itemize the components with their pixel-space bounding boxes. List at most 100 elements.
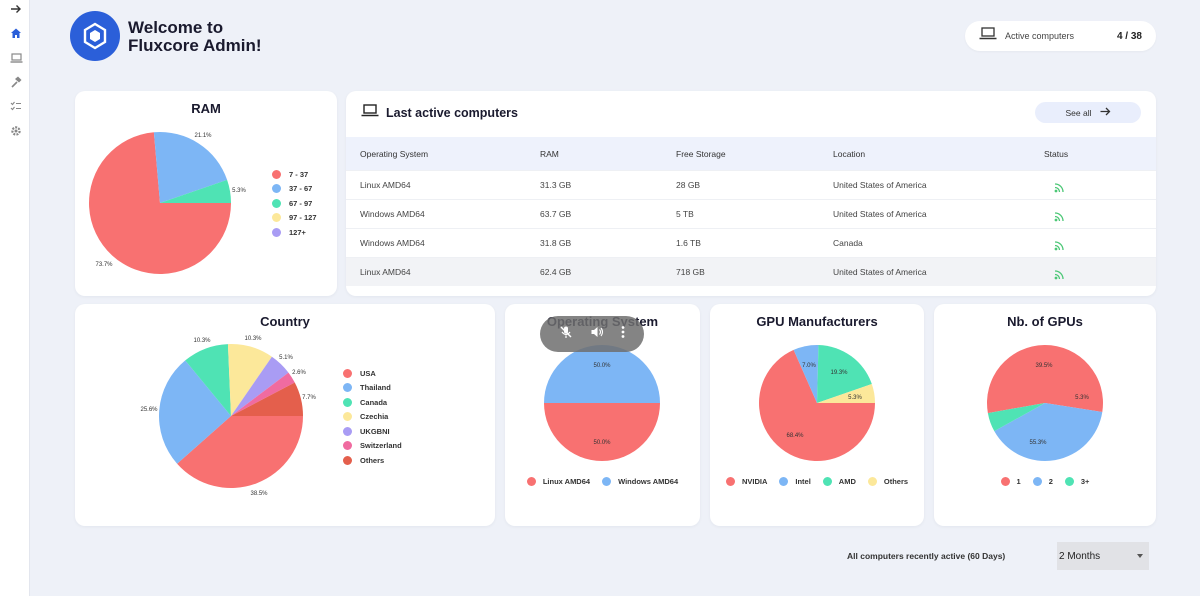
ngpu-card: Nb. of GPUs 55.3% 39.5% 5.3% 1 2 3+: [934, 304, 1156, 526]
status-online-icon: [1054, 238, 1065, 256]
cell-os: Linux AMD64: [360, 180, 411, 190]
last-active-computers-card: Last active computers See all Operating …: [346, 91, 1156, 296]
pie-slice-3-[interactable]: [987, 403, 1045, 432]
ngpu-legend: 1 2 3+: [934, 477, 1156, 486]
see-all-button[interactable]: See all: [1035, 102, 1141, 123]
country-title: Country: [260, 314, 310, 329]
pie-slice-windows-amd64[interactable]: [544, 345, 660, 403]
legend-item: Others: [867, 477, 908, 486]
legend-item: 127+: [272, 225, 317, 240]
column-header-status[interactable]: Status: [1044, 149, 1069, 159]
laptop-icon: [361, 104, 379, 122]
mic-off-icon[interactable]: [559, 325, 573, 344]
legend-item: 67 - 97: [272, 196, 317, 211]
pie-slice-thailand[interactable]: [159, 360, 231, 464]
status-online-icon: [1054, 267, 1065, 285]
cell-location: Canada: [833, 238, 863, 248]
slice-label: 21.1%: [194, 133, 212, 139]
cell-ram: 62.4 GB: [540, 267, 572, 277]
home-icon[interactable]: [9, 26, 23, 40]
gpu-legend: NVIDIA Intel AMD Others: [710, 477, 924, 486]
legend-label: AMD: [838, 477, 856, 486]
legend-dot: [602, 477, 612, 486]
legend-label: 2: [1048, 477, 1053, 486]
country-legend: USA Thailand Canada Czechia UKGBNI Switz…: [343, 366, 402, 468]
period-select[interactable]: 2 Months: [1057, 542, 1149, 570]
laptop-icon[interactable]: [9, 51, 23, 65]
legend-item: USA: [343, 366, 402, 381]
pie-slice-37-67[interactable]: [153, 132, 228, 203]
table-row[interactable]: Windows AMD64 63.7 GB 5 TB United States of…: [346, 199, 1156, 228]
pie-slice-linux-amd64[interactable]: [544, 403, 660, 461]
pie-slice-switzerland[interactable]: [231, 372, 295, 416]
slice-label: 5.3%: [232, 188, 246, 194]
laptop-icon: [979, 27, 997, 45]
more-vertical-icon[interactable]: [621, 325, 625, 344]
pie-slice-1[interactable]: [987, 345, 1103, 414]
checklist-icon[interactable]: [9, 99, 23, 113]
pie-slice-ukgbni[interactable]: [231, 356, 289, 416]
cell-storage: 28 GB: [676, 180, 701, 190]
pie-slice-canada[interactable]: [185, 344, 231, 416]
legend-item: Linux AMD64: [526, 477, 591, 486]
legend-dot: [526, 477, 536, 486]
pie-slice-nvidia[interactable]: [759, 349, 875, 461]
legend-label: Linux AMD64: [542, 477, 591, 486]
gpu-pie-chart: 68.4% 7.0% 19.3% 5.3%: [759, 345, 875, 461]
pie-slice-others[interactable]: [817, 384, 875, 403]
os-legend: Linux AMD64 Windows AMD64: [505, 477, 700, 486]
legend-dot: [272, 198, 281, 208]
legend-item: Intel: [779, 477, 811, 486]
column-header-ram[interactable]: RAM: [540, 149, 559, 159]
legend-label: NVIDIA: [741, 477, 768, 486]
hammer-icon[interactable]: [9, 75, 23, 89]
pie-slice-7-37[interactable]: [89, 132, 232, 275]
table-row[interactable]: Linux AMD64 62.4 GB 718 GB United States of…: [346, 257, 1156, 286]
pie-slice-usa[interactable]: [177, 416, 303, 488]
legend-label: 127+: [289, 227, 306, 237]
welcome-line-1: Welcome to: [128, 18, 224, 37]
table-row[interactable]: Windows AMD64 31.8 GB 1.6 TB Canada: [346, 228, 1156, 257]
legend-dot: [343, 426, 352, 436]
slice-label: 25.6%: [140, 407, 158, 413]
table-row[interactable]: Linux AMD64 31.3 GB 28 GB United States of …: [346, 170, 1156, 199]
legend-dot: [779, 477, 789, 486]
cell-ram: 31.8 GB: [540, 238, 572, 248]
pie-slice-others[interactable]: [231, 382, 303, 416]
slice-label: 5.1%: [279, 355, 293, 361]
cell-ram: 63.7 GB: [540, 209, 572, 219]
pie-slice-2[interactable]: [994, 403, 1103, 461]
speaker-icon[interactable]: [590, 325, 604, 344]
arrow-right-icon[interactable]: [9, 2, 23, 16]
country-card: Country 38.5% 25.6% 10.3% 10.3% 5.1% 2.6% 7.7%…: [75, 304, 495, 526]
pie-slice-67-97[interactable]: [160, 179, 231, 203]
legend-dot: [272, 184, 281, 194]
cell-os: Windows AMD64: [360, 238, 425, 248]
gear-icon[interactable]: [9, 124, 23, 138]
column-header-location[interactable]: Location: [833, 149, 866, 159]
legend-item: AMD: [822, 477, 856, 486]
slice-label: 55.3%: [1029, 440, 1047, 446]
legend-label: UKGBNI: [360, 426, 390, 436]
cell-os: Windows AMD64: [360, 209, 425, 219]
legend-item: 7 - 37: [272, 167, 317, 182]
cell-storage: 718 GB: [676, 267, 705, 277]
gpu-card: GPU Manufacturers 68.4% 7.0% 19.3% 5.3% NVI…: [710, 304, 924, 526]
cell-location: United States of America: [833, 267, 927, 277]
column-header-storage[interactable]: Free Storage: [676, 149, 726, 159]
slice-label: 7.0%: [802, 363, 816, 369]
table-header: Operating System RAM Free Storage Locati…: [346, 137, 1156, 170]
legend-item: 37 - 67: [272, 182, 317, 197]
pie-slice-amd[interactable]: [817, 345, 872, 403]
legend-item: Canada: [343, 395, 402, 410]
column-header-os[interactable]: Operating System: [360, 149, 429, 159]
active-computers-label: Active computers: [1005, 31, 1075, 41]
slice-label: 68.4%: [786, 433, 804, 439]
legend-item: NVIDIA: [725, 477, 768, 486]
pie-slice-intel[interactable]: [793, 345, 819, 403]
country-pie-chart: 38.5% 25.6% 10.3% 10.3% 5.1% 2.6% 7.7%: [140, 336, 316, 497]
legend-label: 97 - 127: [289, 213, 317, 223]
arrow-right-icon: [1100, 107, 1111, 118]
pie-slice-czechia[interactable]: [227, 344, 272, 416]
fluxcore-logo: [70, 11, 120, 61]
